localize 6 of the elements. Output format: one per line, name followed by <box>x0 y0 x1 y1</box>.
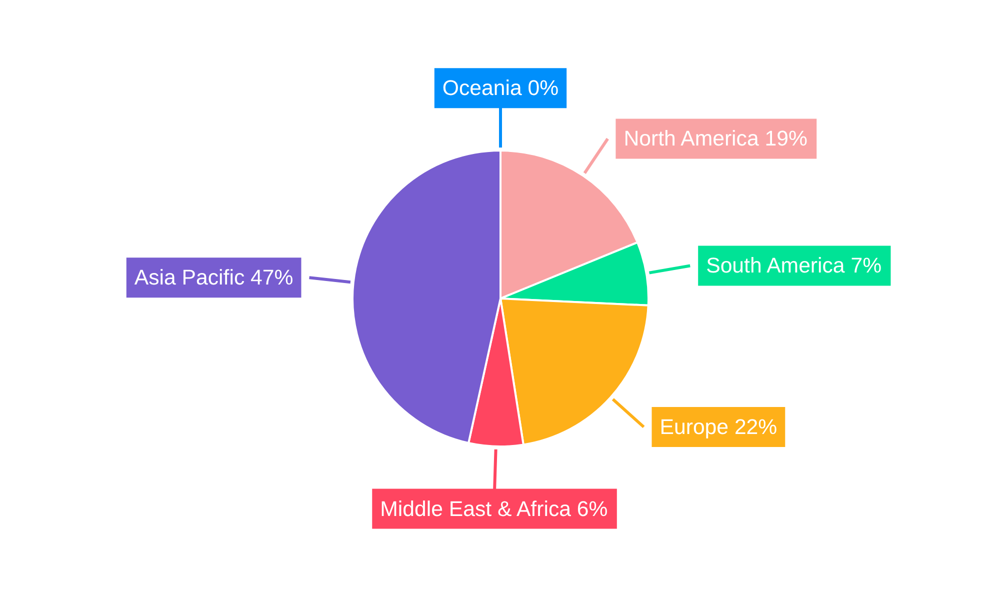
slice-label: Middle East & Africa 6% <box>380 496 608 521</box>
slice-label: South America 7% <box>706 254 882 278</box>
slice-label: Europe 22% <box>660 414 778 439</box>
slice-label: Asia Pacific 47% <box>134 266 294 290</box>
slice-label: North America 19% <box>624 126 808 151</box>
category-label: Oceania 0% <box>442 76 559 100</box>
